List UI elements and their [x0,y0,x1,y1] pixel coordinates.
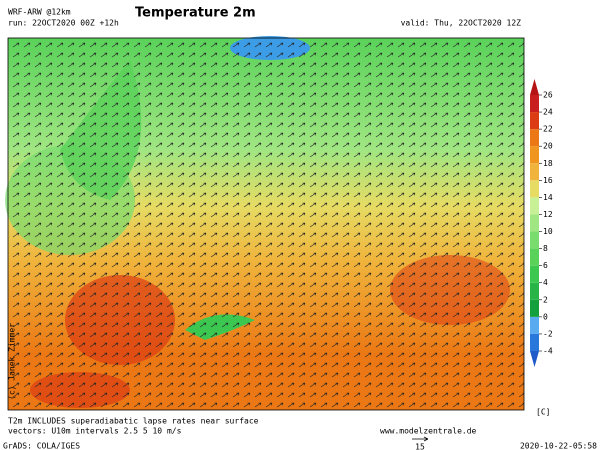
vector-note: vectors: U10m intervals 2.5 5 10 m/s [8,427,182,436]
colorbar-tick-label: 0 [543,312,548,321]
credit: (c) Janek Zimmer [8,323,17,400]
colorbar-segment [530,163,539,181]
colorbar-tick-label: 24 [543,108,553,117]
vector-scale-arrow [412,436,429,442]
colorbar-tick-label: 4 [543,278,548,287]
colorbar-segment [530,299,539,317]
colorbar-tick-label: 10 [543,227,553,236]
colorbar-segment [530,316,539,334]
colorbar-segment [530,197,539,215]
colorbar-segment [530,214,539,232]
colorbar-tick-label: 12 [543,210,553,219]
website: www.modelzentrale.de [380,427,477,436]
colorbar-tick-label: -4 [543,347,553,356]
title: Temperature 2m [135,6,256,21]
colorbar-above [530,79,539,95]
colorbar-segment [530,265,539,283]
colorbar-segment [530,282,539,300]
map [5,36,525,411]
colorbar-tick-label: 16 [543,176,553,185]
colorbar-below [530,351,539,367]
colorbar-tick-label: 8 [543,244,548,253]
colorbar-segment [530,180,539,198]
grads-label: GrADS: COLA/IGES [3,442,80,450]
colorbar-tick-label: 26 [543,91,553,100]
colorbar-segment [530,146,539,164]
valid-label: valid: Thu, 22OCT2020 12Z [401,19,522,28]
timestamp: 2020-10-22-05:58 [520,442,597,450]
colorbar-segment [530,231,539,249]
colorbar-segment [530,248,539,266]
colorbar-tick-label: 14 [543,193,553,202]
colorbar-tick-label: 18 [543,159,553,168]
vector-scale-label: 15 [415,443,425,450]
colorbar-segment [530,129,539,147]
colorbar-segment [530,95,539,113]
footer-note: T2m INCLUDES superadiabatic lapse rates … [8,417,259,426]
colorbar-tick-label: 22 [543,125,553,134]
map-frame [7,37,525,411]
colorbar-tick-label: 20 [543,142,553,151]
colorbar-segment [530,112,539,130]
colorbar-tick-label: -2 [543,329,553,338]
wind-vectors [8,38,524,410]
colorbar-tick-label: 2 [543,295,548,304]
colorbar-segment [530,333,539,351]
model-label: WRF-ARW @12km [8,8,71,17]
unit-label: [C] [536,408,550,417]
run-label: run: 22OCT2020 00Z +12h [8,19,119,28]
colorbar-tick-label: 6 [543,261,548,270]
